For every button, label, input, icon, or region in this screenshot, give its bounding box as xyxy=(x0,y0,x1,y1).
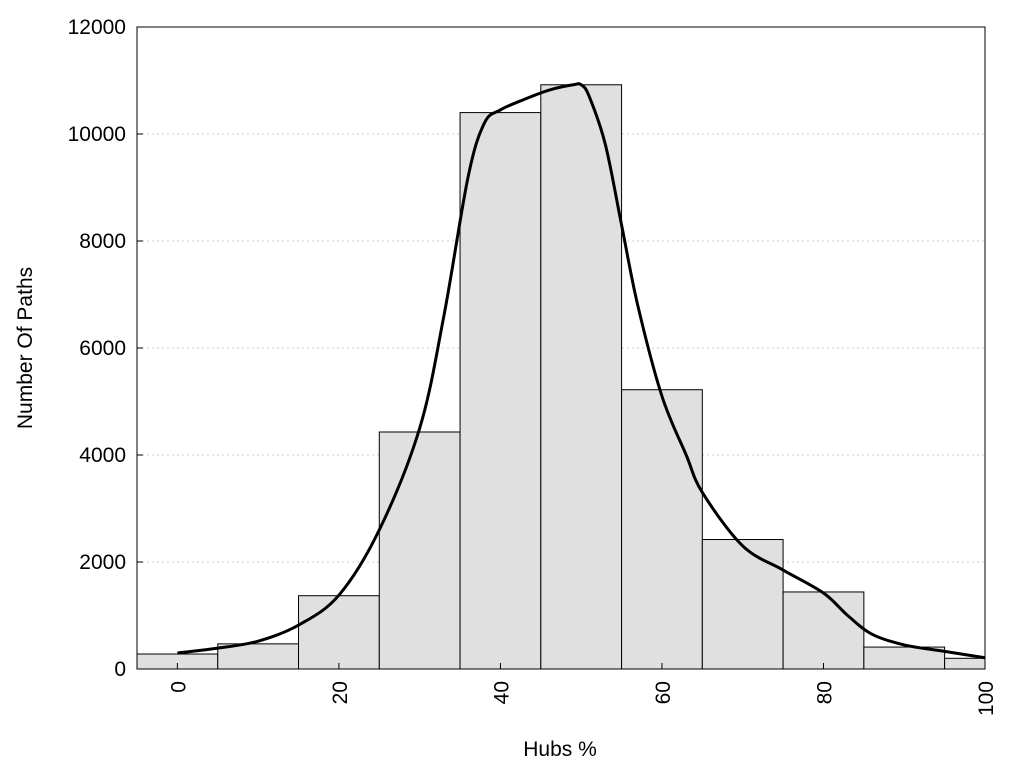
histogram-bar-6 xyxy=(621,389,703,670)
density-curve xyxy=(177,82,986,660)
x-tick-label-0: 0 xyxy=(167,681,190,693)
x-tick-label-1: 20 xyxy=(329,681,352,704)
y-tick-label-6: 12000 xyxy=(68,16,126,39)
x-axis: 0 20 40 60 80 100 xyxy=(167,663,998,716)
histogram-bar-5 xyxy=(540,84,623,670)
y-tick-label-3: 6000 xyxy=(79,337,126,360)
histogram-bar-1 xyxy=(217,643,300,670)
x-axis-title: Hubs % xyxy=(523,738,597,761)
y-tick-label-1: 2000 xyxy=(79,551,126,574)
y-tick-label-2: 4000 xyxy=(79,444,126,467)
y-axis-title: Number Of Paths xyxy=(14,267,37,429)
y-axis: 0 2000 4000 6000 8000 10000 12000 xyxy=(68,16,143,681)
histogram-bars xyxy=(136,84,986,670)
histogram-bar-2 xyxy=(298,595,380,670)
y-tick-label-0: 0 xyxy=(114,658,126,681)
histogram-bar-4 xyxy=(459,112,542,670)
histogram-bar-10 xyxy=(944,657,986,670)
histogram-bar-3 xyxy=(378,431,461,670)
x-tick-label-3: 60 xyxy=(652,681,675,704)
grid-lines xyxy=(137,133,985,563)
x-tick-label-4: 80 xyxy=(813,681,836,704)
histogram-bar-7 xyxy=(701,539,784,670)
y-tick-label-5: 10000 xyxy=(68,123,126,146)
histogram-bar-8 xyxy=(782,591,865,670)
x-tick-label-5: 100 xyxy=(975,681,998,716)
x-tick-label-2: 40 xyxy=(490,681,513,704)
y-tick-label-4: 8000 xyxy=(79,230,126,253)
